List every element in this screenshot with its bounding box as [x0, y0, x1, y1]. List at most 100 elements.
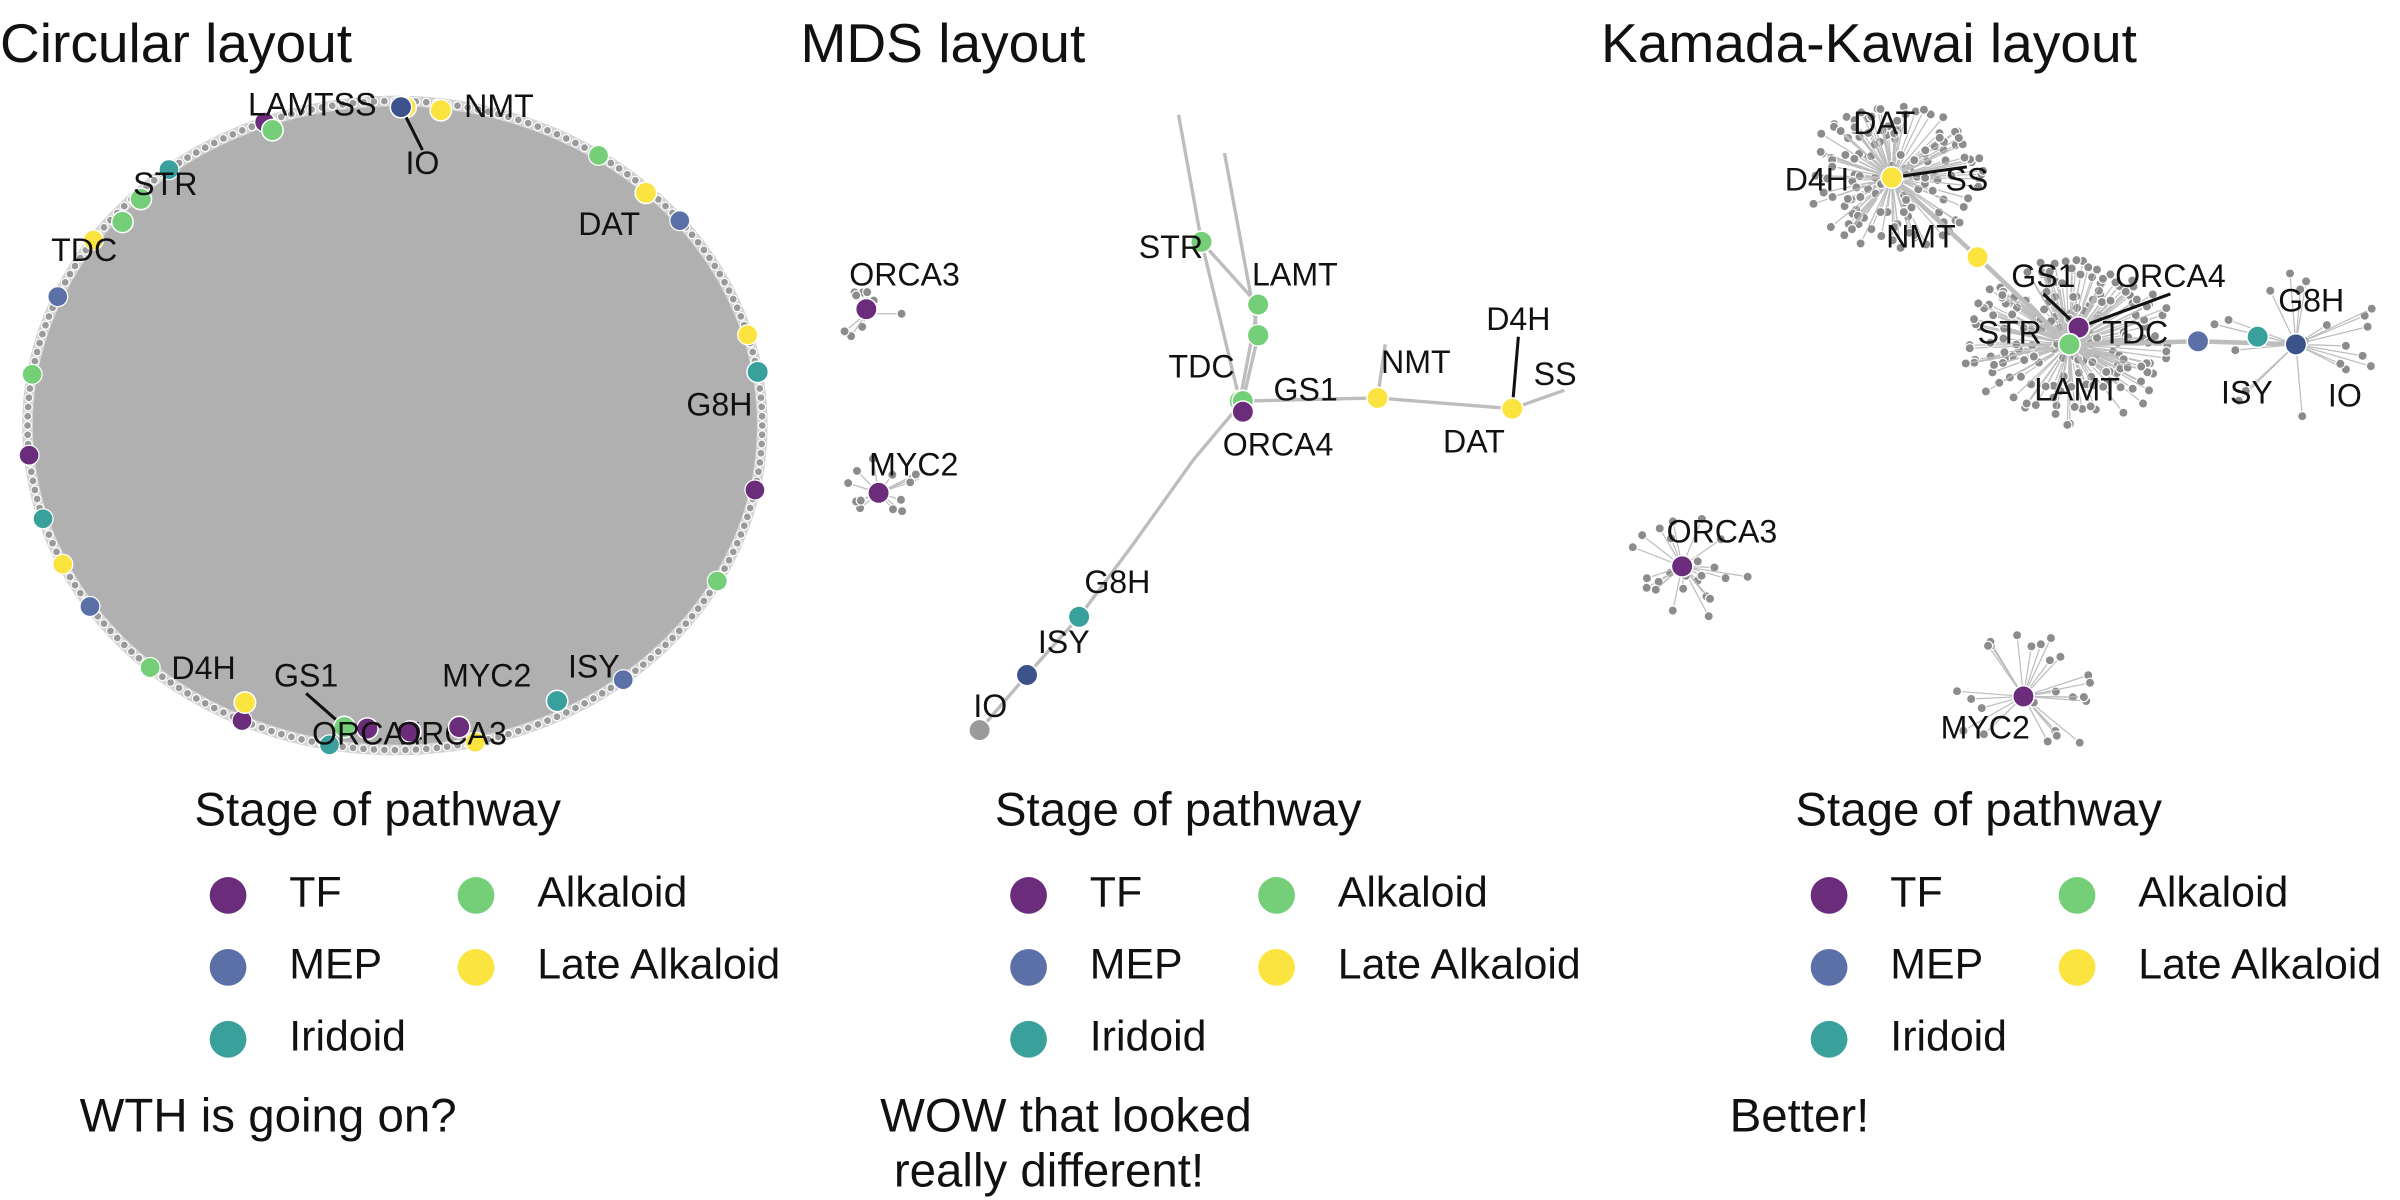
- minor-node: [1703, 611, 1714, 622]
- minor-node: [1849, 153, 1860, 164]
- minor-node: [2088, 380, 2099, 391]
- node-label: D4H: [171, 650, 235, 686]
- minor-node: [1835, 125, 1846, 137]
- minor-node: [1904, 227, 1915, 239]
- minor-node: [1891, 115, 1903, 126]
- minor-node: [2115, 382, 2126, 393]
- minor-node: [2050, 408, 2061, 420]
- minor-node: [2084, 677, 2096, 688]
- minor-node: [65, 269, 75, 279]
- minor-node: [503, 729, 514, 739]
- minor-node: [65, 572, 75, 582]
- minor-node: [2035, 257, 2046, 268]
- legend-swatch: [209, 948, 247, 986]
- minor-node: [2066, 263, 2077, 274]
- minor-node: [2091, 264, 2103, 275]
- minor-node: [1715, 534, 1727, 545]
- minor-node: [276, 112, 286, 122]
- node-label: ORCA3: [849, 257, 960, 293]
- minor-node: [757, 420, 767, 431]
- minor-node: [286, 109, 296, 119]
- edge: [2054, 344, 2070, 415]
- minor-node: [855, 495, 867, 506]
- legend-label: Late Alkaloid: [2138, 941, 2381, 989]
- minor-node: [2083, 262, 2094, 273]
- minor-node: [638, 659, 648, 670]
- node: [2011, 684, 2035, 708]
- node-label: TDC: [2102, 315, 2168, 351]
- minor-node: [174, 683, 184, 693]
- minor-node: [612, 669, 634, 691]
- caption: really different!: [894, 1145, 1204, 1198]
- node: [233, 691, 257, 715]
- node-label: D4H: [1785, 162, 1849, 198]
- minor-node: [452, 101, 463, 111]
- caption: WTH is going on?: [80, 1089, 457, 1142]
- minor-node: [681, 619, 691, 629]
- minor-node: [1895, 242, 1906, 254]
- legend-title: Stage of pathway: [194, 783, 561, 836]
- legend-label: Alkaloid: [537, 869, 687, 917]
- legend-swatch: [2058, 948, 2096, 986]
- node-label: SS: [1534, 356, 1577, 392]
- minor-node: [669, 210, 691, 232]
- minor-node: [257, 723, 267, 733]
- legend-swatch: [1810, 1020, 1848, 1058]
- minor-node: [379, 745, 390, 755]
- minor-node: [732, 303, 742, 313]
- minor-node: [533, 719, 543, 729]
- minor-node: [1934, 132, 1945, 144]
- minor-node: [266, 726, 277, 736]
- minor-node: [542, 716, 553, 726]
- panel-title: MDS layout: [801, 12, 1086, 74]
- minor-node: [23, 402, 33, 412]
- minor-node: [667, 633, 678, 643]
- minor-node: [23, 430, 33, 440]
- minor-node: [523, 118, 533, 128]
- minor-node: [1895, 149, 1906, 161]
- minor-node: [1985, 337, 1996, 348]
- minor-node: [421, 744, 431, 754]
- minor-node: [1968, 313, 1980, 325]
- minor-node: [2048, 392, 2059, 403]
- legend-title: Stage of pathway: [995, 783, 1362, 836]
- minor-node: [2011, 630, 2023, 641]
- node-label: MYC2: [442, 658, 531, 694]
- minor-node: [1887, 235, 1898, 246]
- minor-node: [99, 619, 109, 629]
- minor-node: [2127, 275, 2138, 286]
- minor-node: [2365, 360, 2377, 372]
- node-label: NMT: [1381, 344, 1451, 380]
- minor-node: [2026, 641, 2037, 652]
- minor-node: [542, 125, 553, 135]
- edge: [1891, 137, 1960, 179]
- node-label: NMT: [1886, 218, 1956, 254]
- node: [854, 297, 878, 321]
- minor-node: [706, 570, 728, 592]
- minor-node: [2366, 303, 2377, 314]
- minor-node: [1953, 132, 1965, 144]
- minor-node: [75, 588, 85, 598]
- edge: [1860, 112, 1893, 178]
- minor-node: [2097, 381, 2109, 392]
- minor-node: [1849, 122, 1860, 133]
- minor-node: [119, 201, 129, 211]
- legend-label: Late Alkaloid: [537, 941, 780, 989]
- minor-node: [307, 736, 317, 747]
- minor-node: [561, 707, 571, 718]
- minor-node: [2097, 273, 2109, 285]
- minor-node: [307, 104, 317, 115]
- legend-label: MEP: [289, 941, 382, 989]
- minor-node: [2295, 284, 2306, 295]
- minor-node: [1667, 516, 1679, 527]
- minor-node: [70, 261, 80, 271]
- legend-label: TF: [1090, 869, 1142, 917]
- minor-node: [1980, 386, 1992, 397]
- edge: [1860, 177, 1893, 244]
- minor-node: [646, 653, 656, 663]
- edge: [1077, 543, 1135, 618]
- edge: [978, 673, 1029, 732]
- minor-node: [358, 97, 369, 107]
- minor-node: [748, 347, 758, 357]
